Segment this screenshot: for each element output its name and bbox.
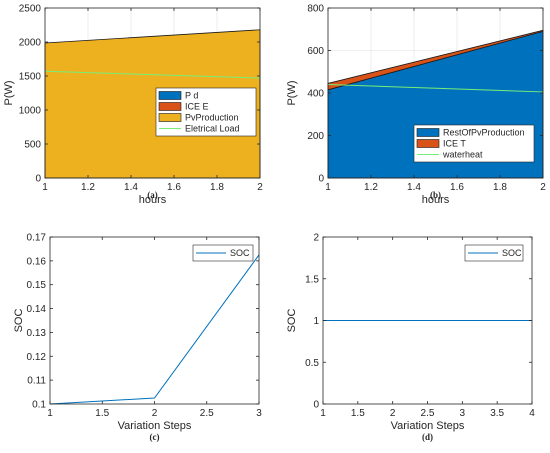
chart-2: 1 1.2 1.4 1.6 1.8 2 0 200 400 600 800 hours P(W) (b) R… — [286, 4, 546, 207]
legend-swatch — [158, 102, 182, 111]
panel-label: (a) — [147, 190, 158, 200]
x-tick-label: 3.5 — [490, 408, 504, 419]
x-tick-label: 2.5 — [421, 408, 435, 419]
x-tick-label: 3 — [256, 408, 262, 419]
x-tick-label: 1 — [42, 182, 48, 193]
plot-frame — [49, 236, 260, 405]
x-tick-label: 1.5 — [351, 408, 365, 419]
panel-label: (d) — [422, 432, 433, 442]
y-tick-label: 2 — [313, 233, 319, 244]
x-axis-label: hours — [422, 194, 450, 206]
line-waterheat — [327, 84, 544, 93]
y-tick-label: 800 — [307, 4, 324, 15]
y-tick-label: 0 — [35, 174, 41, 185]
legend: SOC — [192, 244, 254, 262]
legend-swatch — [158, 91, 182, 100]
x-tick-label: 2 — [390, 408, 396, 419]
y-tick-label: 0.1 — [32, 400, 46, 411]
x-tick-label: 2 — [257, 182, 263, 193]
legend-entry: P d — [185, 91, 198, 101]
y-axis-label: SOC — [286, 309, 298, 333]
y-tick-label: 1.5 — [305, 274, 319, 285]
legend-entry: waterheat — [442, 150, 483, 160]
x-tick-label: 1.2 — [81, 182, 95, 193]
y-tick-label: 1500 — [19, 72, 42, 83]
x-axis-label: hours — [139, 194, 167, 206]
y-tick-label: 0.16 — [27, 256, 47, 267]
legend-entry: ICE T — [443, 139, 466, 149]
y-tick-label: 0.5 — [305, 358, 319, 369]
legend-swatch — [158, 113, 182, 122]
x-tick-label: 1 — [325, 182, 331, 193]
y-tick-label: 0 — [313, 400, 319, 411]
y-tick-label: 0.17 — [27, 233, 47, 244]
y-axis-label: P(W) — [286, 80, 298, 105]
chart-3: 1 1.5 2 2.5 3 0.1 0.11 0.12 0.13 0.14 0.15 0.16 0.17… — [13, 233, 262, 443]
x-tick-label: 3 — [460, 408, 466, 419]
legend-entry: RestOfPvProduction — [443, 128, 525, 138]
x-tick-label: 1.2 — [364, 182, 378, 193]
y-tick-label: 0 — [318, 174, 324, 185]
legend-entry: Eletrical Load — [185, 124, 240, 134]
panel-label: (b) — [430, 190, 441, 200]
x-tick-label: 1.8 — [493, 182, 507, 193]
plot-frame — [44, 7, 261, 179]
y-tick-label: 0.11 — [27, 376, 46, 387]
x-tick-label: 2 — [152, 408, 158, 419]
legend-entry: SOC — [502, 248, 522, 258]
y-tick-label: 0.13 — [27, 328, 47, 339]
y-tick-label: 600 — [307, 46, 324, 57]
y-axis-label: P(W) — [3, 80, 15, 105]
y-axis-label: SOC — [13, 309, 25, 333]
legend-entry: SOC — [230, 248, 250, 258]
x-tick-label: 1.5 — [95, 408, 109, 419]
x-tick-label: 1.6 — [450, 182, 464, 193]
y-tick-label: 2500 — [19, 4, 42, 15]
chart-1: 1 1.2 1.4 1.6 1.8 2 0 500 1000 1500 2000 2500 hours P… — [3, 4, 263, 207]
y-tick-label: 500 — [24, 140, 41, 151]
y-tick-label: 1000 — [19, 106, 42, 117]
legend: SOC — [464, 244, 524, 262]
x-tick-label: 1 — [320, 408, 326, 419]
y-tick-label: 200 — [307, 131, 324, 142]
x-tick-label: 1.8 — [210, 182, 224, 193]
x-axis-label: Variation Steps — [118, 420, 192, 432]
y-tick-label: 400 — [307, 89, 324, 100]
legend-entry: PvProduction — [185, 113, 239, 123]
legend-swatch — [416, 128, 440, 137]
line-soc — [49, 254, 260, 405]
x-tick-label: 1.4 — [407, 182, 421, 193]
x-tick-label: 2.5 — [200, 408, 214, 419]
legend-swatch — [416, 139, 440, 148]
line-eletrical-load — [44, 70, 261, 79]
y-tick-label: 1 — [313, 316, 319, 327]
y-tick-label: 0.12 — [27, 352, 47, 363]
legend-entry: ICE E — [185, 102, 209, 112]
x-tick-label: 1.6 — [167, 182, 181, 193]
x-tick-label: 2 — [540, 182, 546, 193]
y-tick-label: 0.15 — [27, 280, 47, 291]
y-tick-label: 0.14 — [27, 304, 47, 315]
x-tick-label: 1 — [47, 408, 53, 419]
x-tick-label: 4 — [529, 408, 535, 419]
y-tick-label: 2000 — [19, 38, 42, 49]
x-axis-label: Variation Steps — [391, 420, 465, 432]
panel-label: (c) — [150, 432, 160, 442]
x-tick-label: 1.4 — [124, 182, 138, 193]
